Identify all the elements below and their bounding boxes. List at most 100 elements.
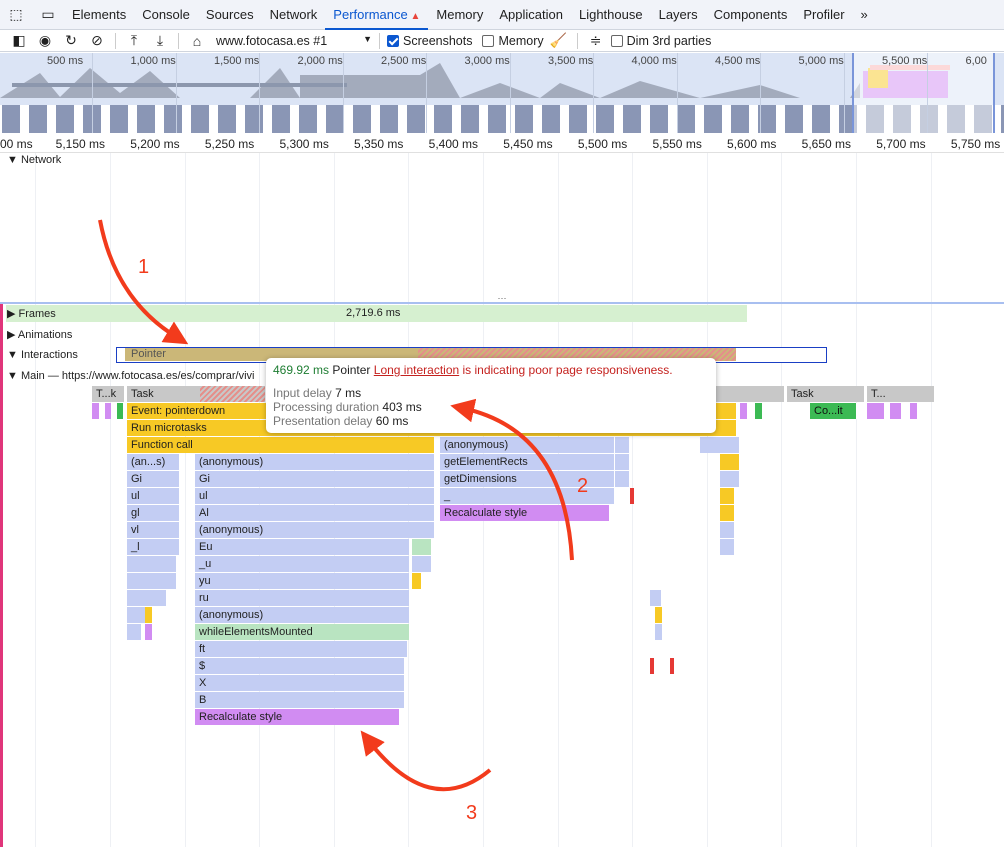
flame-entry[interactable]: _l: [127, 539, 180, 555]
flame-entry[interactable]: [720, 471, 740, 487]
flame-entry[interactable]: ru: [195, 590, 410, 606]
more-tabs-button[interactable]: »: [860, 6, 868, 22]
flame-entry[interactable]: [615, 471, 630, 487]
inspect-element-icon[interactable]: ⬚: [9, 6, 23, 22]
flame-entry[interactable]: [412, 573, 422, 589]
flame-entry[interactable]: Recalculate style: [195, 709, 400, 725]
interactions-track-header[interactable]: ▼ Interactions: [7, 349, 78, 361]
flame-entry[interactable]: Gi: [127, 471, 180, 487]
clear-icon[interactable]: ⊘: [91, 32, 103, 48]
flame-entry[interactable]: gl: [127, 505, 180, 521]
flame-entry[interactable]: $: [195, 658, 405, 674]
tab-network[interactable]: Network: [269, 6, 318, 22]
flame-entry[interactable]: [92, 403, 100, 419]
upload-icon[interactable]: ⤒: [130, 32, 138, 48]
flame-entry[interactable]: [867, 403, 885, 419]
device-toolbar-icon[interactable]: ▭: [41, 6, 55, 22]
sidebar-toggle-icon[interactable]: ◧: [12, 32, 26, 48]
flame-entry[interactable]: Recalculate style: [440, 505, 610, 521]
flame-entry[interactable]: (anonymous): [440, 437, 615, 453]
flame-entry[interactable]: Co...it: [810, 403, 857, 419]
flame-entry[interactable]: yu: [195, 573, 410, 589]
checkbox-checked-icon[interactable]: [387, 35, 399, 48]
flame-entry[interactable]: [755, 403, 763, 419]
flame-entry[interactable]: [670, 658, 675, 674]
flame-entry[interactable]: [127, 624, 142, 640]
tab-application[interactable]: Application: [499, 6, 563, 22]
recording-select[interactable]: www.fotocasa.es #1 ▼: [212, 34, 372, 48]
flame-entry[interactable]: (anonymous): [195, 454, 435, 470]
garbage-collect-broom-icon[interactable]: 🧹: [549, 32, 568, 48]
flame-entry[interactable]: Gi: [195, 471, 435, 487]
flame-entry[interactable]: [615, 437, 630, 453]
record-icon[interactable]: ◉: [38, 32, 52, 48]
resize-handle[interactable]: ···: [0, 294, 1004, 304]
flame-entry[interactable]: [700, 437, 740, 453]
flame-entry[interactable]: [105, 403, 112, 419]
animations-track-header[interactable]: ▶ Animations: [7, 328, 72, 341]
flame-entry[interactable]: whileElementsMounted: [195, 624, 410, 640]
checkbox-icon[interactable]: [610, 35, 623, 48]
flame-entry[interactable]: [655, 624, 663, 640]
flame-entry[interactable]: [127, 573, 177, 589]
flame-entry[interactable]: [615, 454, 630, 470]
flame-entry[interactable]: [117, 403, 124, 419]
tab-console[interactable]: Console: [142, 6, 190, 22]
tab-sources[interactable]: Sources: [205, 6, 254, 22]
flame-entry[interactable]: Eu: [195, 539, 410, 555]
collapse-tracks-icon[interactable]: ≑: [589, 32, 602, 48]
tab-elements[interactable]: Elements: [72, 6, 127, 22]
dim-3rd-parties-checkbox[interactable]: Dim 3rd parties: [610, 34, 711, 48]
main-track-header[interactable]: ▼ Main — https://www.fotocasa.es/es/comp…: [7, 370, 254, 382]
tab-memory[interactable]: Memory: [436, 6, 484, 22]
home-icon[interactable]: ⌂: [192, 32, 202, 49]
memory-checkbox[interactable]: Memory: [482, 34, 544, 48]
flame-entry[interactable]: [650, 658, 655, 674]
flame-entry[interactable]: vl: [127, 522, 180, 538]
flame-entry[interactable]: [127, 556, 177, 572]
timeline-overview[interactable]: 500 ms 1,000 ms 1,500 ms 2,000 ms 2,500 ms 3,…: [0, 53, 1004, 133]
flame-entry[interactable]: [630, 488, 635, 504]
flame-entry[interactable]: (anonymous): [195, 522, 435, 538]
tab-performance[interactable]: Performance ▲: [325, 0, 429, 30]
flame-entry[interactable]: _: [440, 488, 615, 504]
selection-window[interactable]: [852, 53, 995, 133]
flame-entry[interactable]: (an...s): [127, 454, 180, 470]
flame-entry[interactable]: ul: [195, 488, 435, 504]
tab-lighthouse[interactable]: Lighthouse: [578, 6, 643, 22]
network-track-header[interactable]: ▼ Network: [7, 154, 61, 166]
tab-components[interactable]: Components: [713, 6, 788, 22]
tab-profiler[interactable]: Profiler: [803, 6, 845, 22]
flame-entry[interactable]: getElementRects: [440, 454, 615, 470]
flame-entry[interactable]: [145, 624, 153, 640]
tab-layers[interactable]: Layers: [658, 6, 698, 22]
flame-entry[interactable]: [720, 539, 735, 555]
frames-track-header[interactable]: ▶ Frames: [7, 307, 56, 320]
flame-entry[interactable]: getDimensions: [440, 471, 615, 487]
flame-entry[interactable]: (anonymous): [195, 607, 410, 623]
flame-entry[interactable]: [412, 556, 432, 572]
flame-entry[interactable]: [145, 607, 153, 623]
task-block[interactable]: Task: [787, 386, 865, 402]
task-block[interactable]: T...k: [92, 386, 125, 402]
frames-bar[interactable]: 2,719.6 ms: [6, 305, 747, 322]
download-icon[interactable]: ⤓: [156, 32, 164, 48]
flame-entry[interactable]: [655, 607, 663, 623]
flame-entry[interactable]: Function call: [127, 437, 435, 453]
screenshots-checkbox[interactable]: Screenshots: [387, 34, 472, 48]
flame-entry[interactable]: [890, 403, 902, 419]
flame-entry[interactable]: [127, 590, 167, 606]
flame-entry[interactable]: Al: [195, 505, 435, 521]
flame-entry[interactable]: [720, 454, 740, 470]
checkbox-icon[interactable]: [482, 35, 495, 48]
flame-entry[interactable]: [720, 505, 735, 521]
flame-entry[interactable]: [127, 607, 147, 623]
flame-entry[interactable]: B: [195, 692, 405, 708]
flame-entry[interactable]: [720, 522, 735, 538]
flame-entry[interactable]: [910, 403, 918, 419]
flame-entry[interactable]: [720, 488, 735, 504]
flame-entry[interactable]: ft: [195, 641, 408, 657]
flame-entry[interactable]: _u: [195, 556, 410, 572]
long-interaction-link[interactable]: Long interaction: [373, 363, 460, 377]
reload-record-icon[interactable]: ↻: [65, 32, 77, 48]
